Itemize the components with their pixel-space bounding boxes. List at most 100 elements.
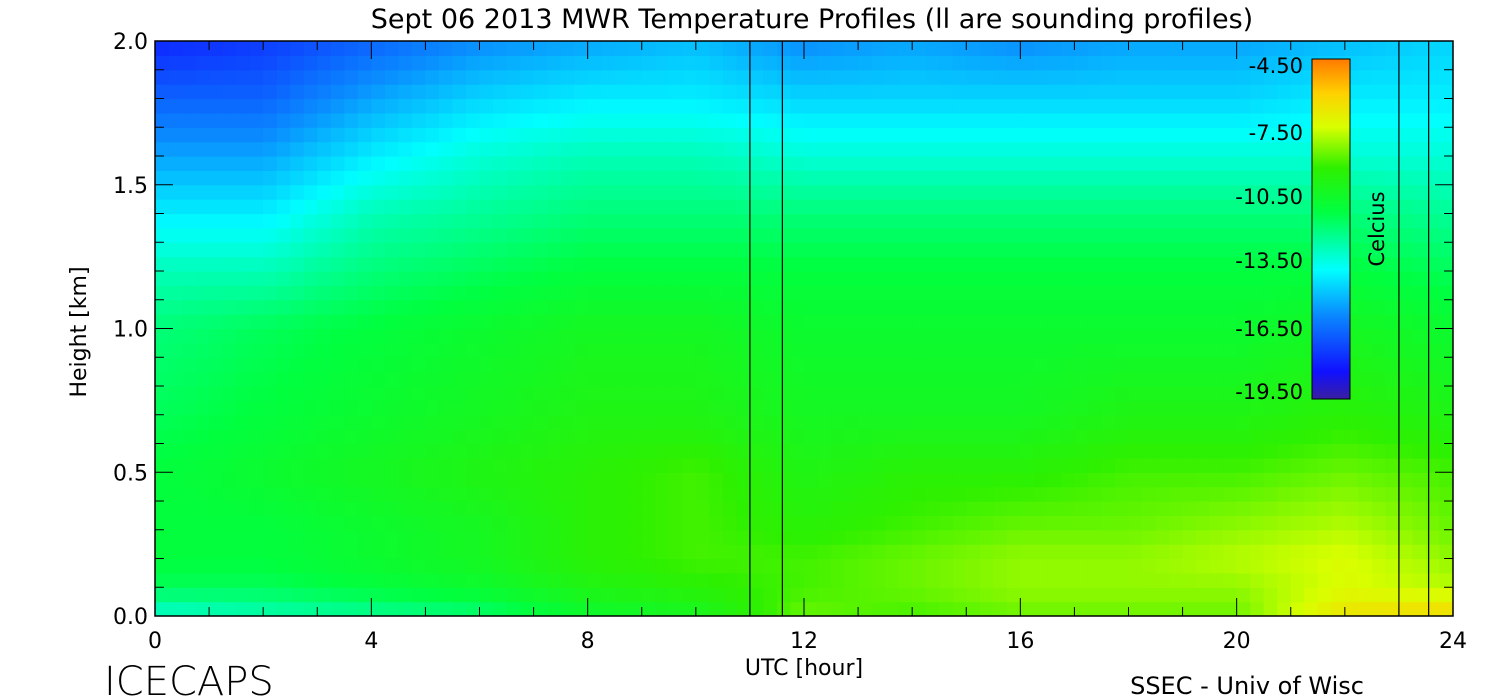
heatmap-cell [1182, 199, 1197, 215]
heatmap-cell [1020, 587, 1035, 603]
heatmap-cell [749, 472, 765, 488]
heatmap-cell [1047, 328, 1062, 344]
heatmap-cell [628, 84, 643, 100]
heatmap-cell [695, 357, 710, 373]
heatmap-cell [979, 227, 994, 243]
heatmap-cell [438, 386, 454, 401]
heatmap-cell [871, 41, 886, 56]
heatmap-cell [682, 199, 697, 215]
heatmap-cell [1263, 112, 1278, 128]
heatmap-cell [858, 457, 873, 473]
heatmap-cell [493, 285, 508, 301]
heatmap-cell [1169, 170, 1184, 186]
heatmap-cell [276, 98, 291, 114]
heatmap-cell [1358, 501, 1373, 516]
heatmap-cell [520, 429, 535, 445]
heatmap-cell [628, 515, 643, 531]
heatmap-cell [1114, 41, 1130, 56]
heatmap-cell [1277, 472, 1292, 488]
heatmap-cell [1385, 414, 1400, 430]
heatmap-cell [628, 141, 643, 157]
heatmap-cell [1250, 299, 1265, 315]
heatmap-cell [871, 342, 886, 358]
heatmap-cell [763, 256, 778, 272]
heatmap-cell [601, 127, 616, 143]
heatmap-cell [520, 529, 535, 545]
heatmap-cell [763, 55, 778, 71]
heatmap-cell [1317, 515, 1332, 531]
heatmap-cell [344, 256, 359, 272]
heatmap-cell [1412, 227, 1427, 243]
heatmap-cell [533, 156, 548, 171]
heatmap-cell [831, 55, 846, 71]
heatmap-cell [384, 601, 399, 616]
heatmap-cell [1223, 112, 1238, 128]
heatmap-cell [249, 299, 264, 315]
heatmap-cell [249, 544, 264, 560]
heatmap-cell [398, 400, 413, 416]
heatmap-cell [1277, 429, 1292, 445]
heatmap-cell [912, 529, 927, 545]
heatmap-cell [1006, 414, 1021, 430]
heatmap-cell [411, 328, 427, 344]
heatmap-cell [560, 98, 575, 114]
heatmap-cell [1331, 429, 1346, 445]
heatmap-cell [1074, 314, 1089, 330]
heatmap-cell [641, 184, 656, 200]
heatmap-cell [303, 414, 318, 430]
heatmap-cell [804, 572, 819, 588]
heatmap-cell [1033, 213, 1048, 229]
heatmap-cell [249, 112, 264, 128]
heatmap-cell [357, 472, 372, 488]
heatmap-cell [736, 400, 751, 416]
heatmap-cell [155, 572, 170, 588]
heatmap-cell [574, 141, 589, 157]
heatmap-cell [1196, 486, 1211, 502]
heatmap-cell [317, 429, 332, 445]
heatmap-cell [817, 184, 832, 200]
heatmap-cell [804, 127, 819, 143]
heatmap-cell [655, 357, 670, 373]
heatmap-cell [979, 41, 994, 56]
heatmap-cell [587, 529, 602, 545]
heatmap-cell [236, 587, 251, 603]
heatmap-cell [1412, 199, 1427, 215]
heatmap-cell [1263, 156, 1278, 171]
heatmap-cell [222, 443, 237, 459]
heatmap-cell [533, 414, 548, 430]
heatmap-cell [560, 285, 575, 301]
heatmap-cell [493, 271, 508, 286]
heatmap-cell [438, 472, 454, 488]
heatmap-cell [601, 69, 616, 85]
heatmap-cell [411, 558, 427, 574]
heatmap-cell [290, 558, 305, 574]
heatmap-cell [1263, 443, 1278, 459]
heatmap-cell [1020, 558, 1035, 574]
heatmap-cell [763, 601, 778, 616]
heatmap-cell [722, 199, 737, 215]
heatmap-cell [506, 170, 521, 186]
heatmap-cell [182, 141, 197, 157]
heatmap-cell [966, 601, 981, 616]
heatmap-cell [1371, 314, 1386, 330]
heatmap-cell [1033, 156, 1048, 171]
heatmap-cell [682, 443, 697, 459]
heatmap-cell [912, 41, 927, 56]
heatmap-cell [614, 41, 629, 56]
heatmap-cell [709, 457, 724, 473]
heatmap-cell [817, 55, 832, 71]
heatmap-cell [749, 256, 765, 272]
heatmap-cell [574, 429, 589, 445]
heatmap-cell [155, 544, 170, 560]
heatmap-cell [1182, 112, 1197, 128]
heatmap-cell [547, 357, 562, 373]
heatmap-cell [1385, 342, 1400, 358]
heatmap-cell [344, 170, 359, 186]
heatmap-cell [574, 285, 589, 301]
heatmap-cell [628, 429, 643, 445]
heatmap-cell [1223, 572, 1238, 588]
heatmap-cell [1196, 371, 1211, 387]
heatmap-cell [398, 386, 413, 401]
heatmap-cell [290, 587, 305, 603]
heatmap-cell [736, 69, 751, 85]
